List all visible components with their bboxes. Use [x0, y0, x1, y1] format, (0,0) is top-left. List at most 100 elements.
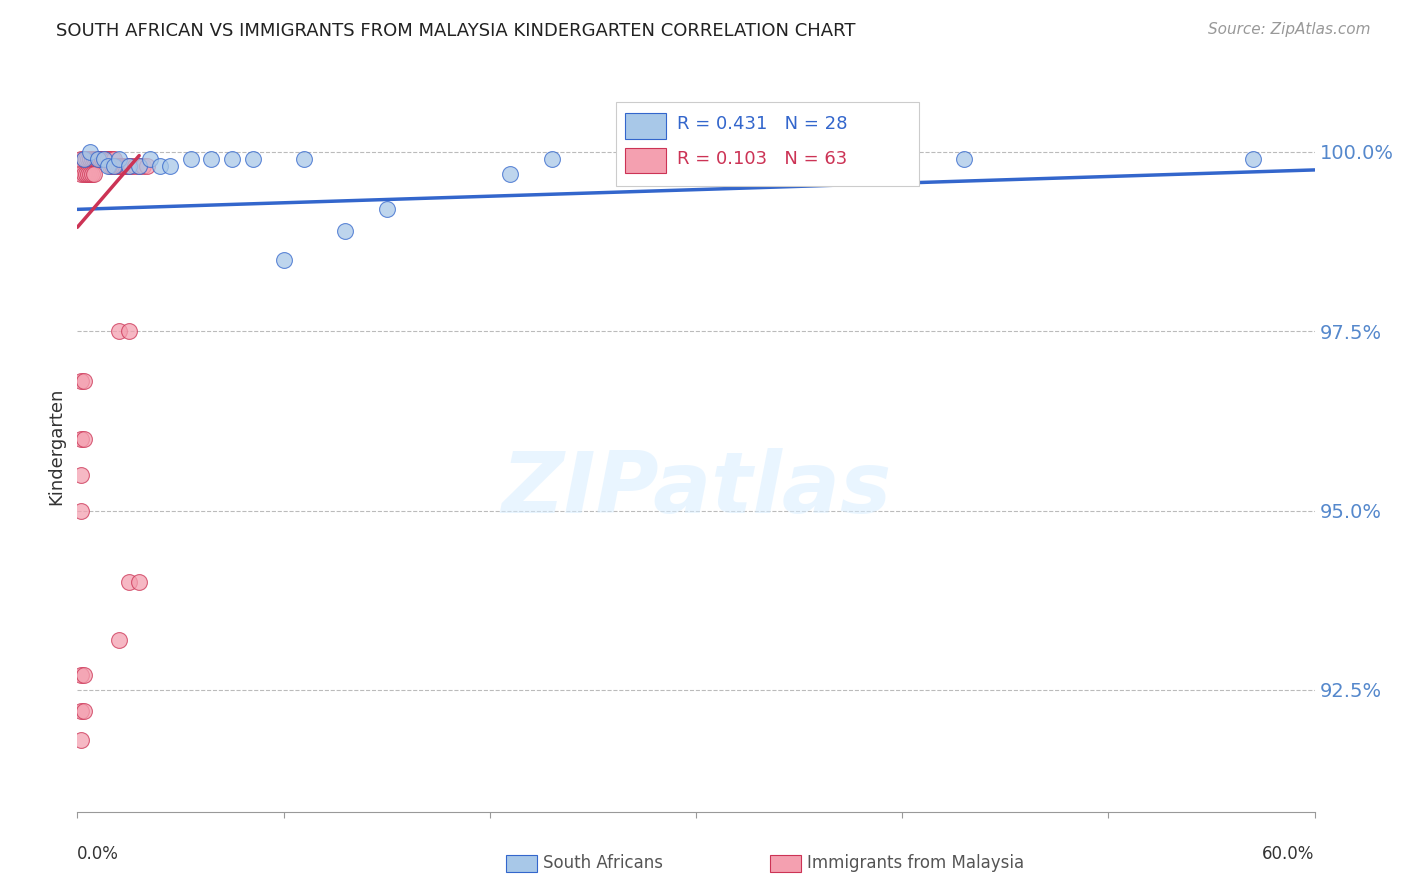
Point — [114, 159, 136, 173]
Point — [200, 152, 222, 166]
Point — [70, 152, 93, 166]
Point — [111, 159, 134, 173]
Point — [72, 152, 94, 166]
Point — [89, 152, 111, 166]
Text: R = 0.103   N = 63: R = 0.103 N = 63 — [678, 150, 848, 168]
Point — [72, 432, 94, 446]
Point — [128, 575, 150, 590]
Point — [107, 324, 129, 338]
Point — [75, 167, 97, 181]
Point — [70, 704, 93, 718]
Point — [1241, 152, 1264, 166]
Point — [72, 167, 94, 181]
Point — [292, 152, 315, 166]
Text: South Africans: South Africans — [543, 855, 662, 872]
Point — [107, 152, 129, 166]
Point — [623, 152, 645, 166]
Point — [97, 152, 120, 166]
Point — [242, 152, 264, 166]
Point — [70, 733, 93, 747]
Point — [70, 503, 93, 517]
Point — [180, 152, 202, 166]
Point — [70, 432, 93, 446]
Text: ZIPatlas: ZIPatlas — [501, 449, 891, 532]
Point — [132, 159, 155, 173]
Point — [70, 668, 93, 682]
Point — [115, 159, 138, 173]
Point — [118, 575, 141, 590]
Point — [83, 152, 105, 166]
Point — [273, 252, 295, 267]
Point — [84, 152, 107, 166]
Point — [107, 159, 129, 173]
Point — [159, 159, 181, 173]
Point — [93, 152, 115, 166]
Point — [83, 152, 105, 166]
Point — [149, 159, 172, 173]
Point — [103, 152, 125, 166]
Text: Immigrants from Malaysia: Immigrants from Malaysia — [807, 855, 1024, 872]
Point — [75, 152, 97, 166]
Point — [72, 152, 94, 166]
Point — [221, 152, 243, 166]
Point — [118, 324, 141, 338]
Point — [97, 159, 120, 173]
Point — [120, 159, 142, 173]
Point — [70, 467, 93, 482]
Point — [84, 152, 107, 166]
Point — [93, 152, 115, 166]
Point — [91, 152, 114, 166]
Point — [110, 159, 132, 173]
Point — [87, 152, 110, 166]
Bar — [626, 147, 666, 173]
Point — [101, 152, 124, 166]
Point — [83, 167, 105, 181]
Point — [72, 375, 94, 389]
Bar — [626, 113, 666, 139]
Point — [96, 152, 118, 166]
Text: R = 0.431   N = 28: R = 0.431 N = 28 — [678, 115, 848, 133]
Point — [335, 224, 357, 238]
Point — [79, 167, 101, 181]
Point — [375, 202, 398, 217]
Point — [79, 145, 101, 159]
Point — [136, 159, 159, 173]
Point — [128, 159, 150, 173]
Text: SOUTH AFRICAN VS IMMIGRANTS FROM MALAYSIA KINDERGARTEN CORRELATION CHART: SOUTH AFRICAN VS IMMIGRANTS FROM MALAYSI… — [56, 22, 856, 40]
Point — [80, 152, 103, 166]
Point — [107, 632, 129, 647]
Point — [70, 375, 93, 389]
Point — [101, 159, 124, 173]
Text: 60.0%: 60.0% — [1263, 845, 1315, 863]
Point — [953, 152, 976, 166]
Point — [138, 152, 160, 166]
Point — [118, 159, 141, 173]
Point — [87, 152, 110, 166]
Point — [87, 152, 110, 166]
Point — [91, 152, 114, 166]
Point — [76, 167, 98, 181]
Point — [98, 159, 121, 173]
Point — [540, 152, 562, 166]
Y-axis label: Kindergarten: Kindergarten — [48, 387, 66, 505]
Point — [97, 152, 120, 166]
Point — [499, 167, 522, 181]
Point — [76, 152, 98, 166]
FancyBboxPatch shape — [616, 103, 918, 186]
Point — [72, 704, 94, 718]
Point — [79, 152, 101, 166]
Point — [105, 159, 128, 173]
Point — [787, 152, 810, 166]
Point — [118, 159, 141, 173]
Text: 0.0%: 0.0% — [77, 845, 120, 863]
Point — [80, 152, 103, 166]
Point — [128, 159, 150, 173]
Point — [70, 167, 93, 181]
Point — [79, 152, 101, 166]
Point — [870, 152, 893, 166]
Text: Source: ZipAtlas.com: Source: ZipAtlas.com — [1208, 22, 1371, 37]
Point — [706, 152, 728, 166]
Point — [98, 152, 121, 166]
Point — [103, 159, 125, 173]
Point — [72, 668, 94, 682]
